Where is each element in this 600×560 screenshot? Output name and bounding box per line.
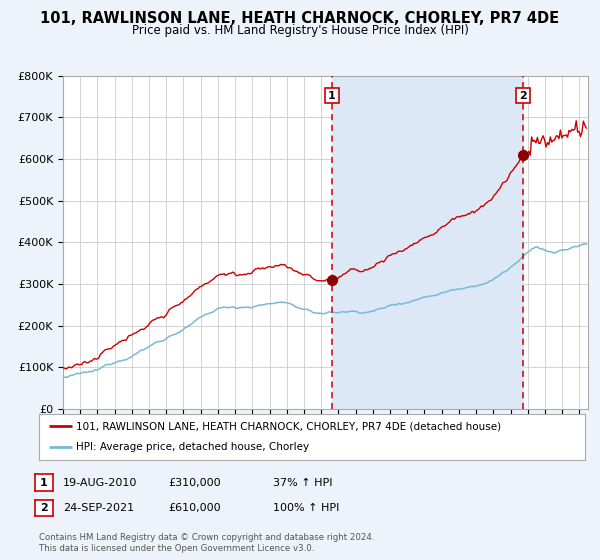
Text: £310,000: £310,000	[168, 478, 221, 488]
Text: Price paid vs. HM Land Registry's House Price Index (HPI): Price paid vs. HM Land Registry's House …	[131, 24, 469, 36]
Text: 24-SEP-2021: 24-SEP-2021	[63, 503, 134, 513]
Text: 101, RAWLINSON LANE, HEATH CHARNOCK, CHORLEY, PR7 4DE (detached house): 101, RAWLINSON LANE, HEATH CHARNOCK, CHO…	[76, 421, 501, 431]
Text: Contains HM Land Registry data © Crown copyright and database right 2024.
This d: Contains HM Land Registry data © Crown c…	[39, 533, 374, 553]
Bar	[332, 76, 523, 409]
Text: 1: 1	[40, 478, 47, 488]
Text: 2: 2	[519, 91, 527, 101]
Text: £610,000: £610,000	[168, 503, 221, 513]
Text: HPI: Average price, detached house, Chorley: HPI: Average price, detached house, Chor…	[76, 442, 309, 452]
Text: 100% ↑ HPI: 100% ↑ HPI	[273, 503, 340, 513]
Text: 19-AUG-2010: 19-AUG-2010	[63, 478, 137, 488]
Text: 101, RAWLINSON LANE, HEATH CHARNOCK, CHORLEY, PR7 4DE: 101, RAWLINSON LANE, HEATH CHARNOCK, CHO…	[40, 11, 560, 26]
Text: 37% ↑ HPI: 37% ↑ HPI	[273, 478, 332, 488]
Text: 1: 1	[328, 91, 336, 101]
Text: 2: 2	[40, 503, 47, 513]
